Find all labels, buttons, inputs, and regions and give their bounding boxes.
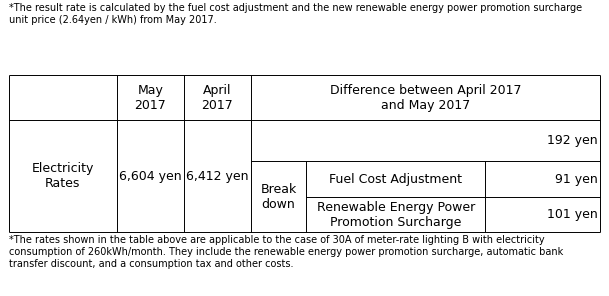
Text: 192 yen: 192 yen [547,134,597,147]
Text: 91 yen: 91 yen [555,173,597,186]
Text: 101 yen: 101 yen [547,208,597,221]
Text: 6,604 yen: 6,604 yen [119,170,181,183]
Text: Difference between April 2017
and May 2017: Difference between April 2017 and May 20… [330,84,521,112]
Text: Electricity
Rates: Electricity Rates [32,162,94,190]
Text: May
2017: May 2017 [135,84,166,112]
Text: *The rates shown in the table above are applicable to the case of 30A of meter-r: *The rates shown in the table above are … [9,235,563,268]
Text: Renewable Energy Power
Promotion Surcharge: Renewable Energy Power Promotion Surchar… [317,201,475,229]
Text: April
2017: April 2017 [202,84,233,112]
Text: *The result rate is calculated by the fuel cost adjustment and the new renewable: *The result rate is calculated by the fu… [9,3,582,25]
Text: Fuel Cost Adjustment: Fuel Cost Adjustment [329,173,462,186]
Text: 6,412 yen: 6,412 yen [186,170,248,183]
Text: Break
down: Break down [261,183,297,211]
